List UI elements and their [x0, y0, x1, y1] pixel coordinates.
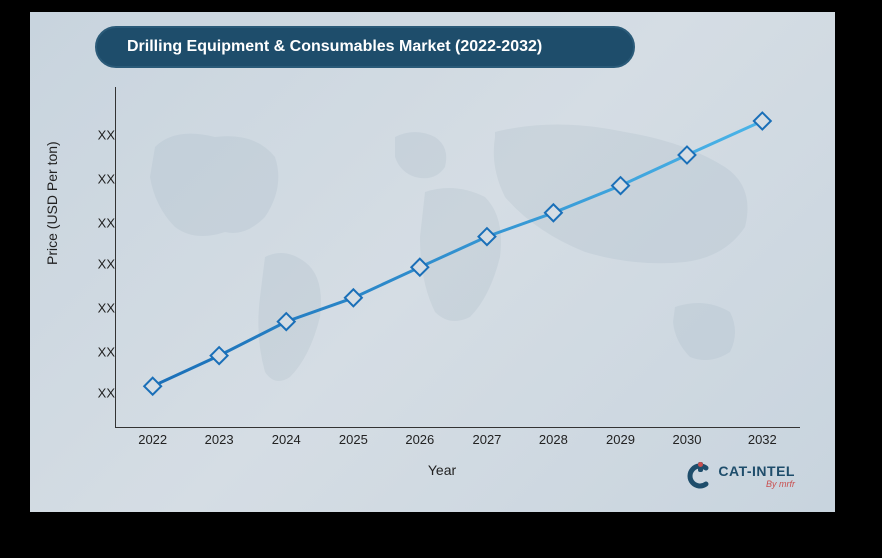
y-tick: XX	[98, 345, 115, 360]
y-tick: XX	[98, 386, 115, 401]
y-axis-label: Price (USD Per ton)	[44, 141, 60, 265]
y-tick: XX	[98, 171, 115, 186]
data-marker	[144, 378, 161, 395]
data-marker	[345, 289, 362, 306]
logo-text: CAT-INTEL By mrfr	[718, 463, 795, 489]
data-marker	[678, 147, 695, 164]
data-line	[153, 121, 763, 386]
logo-icon	[686, 462, 714, 490]
x-tick: 2029	[606, 432, 635, 447]
logo-sub-text: By mrfr	[718, 479, 795, 489]
x-tick: 2030	[673, 432, 702, 447]
chart-title-pill: Drilling Equipment & Consumables Market …	[95, 26, 635, 68]
y-tick: XX	[98, 216, 115, 231]
logo: CAT-INTEL By mrfr	[686, 462, 795, 490]
x-tick: 2027	[472, 432, 501, 447]
x-axis-label: Year	[428, 462, 456, 478]
y-tick: XX	[98, 301, 115, 316]
data-marker	[478, 228, 495, 245]
y-axis: XX XX XX XX XX XX XX	[82, 87, 115, 427]
data-marker	[411, 259, 428, 276]
data-marker	[211, 347, 228, 364]
data-marker	[612, 177, 629, 194]
x-tick: 2024	[272, 432, 301, 447]
x-axis-line	[115, 427, 800, 428]
x-tick: 2023	[205, 432, 234, 447]
data-marker	[545, 204, 562, 221]
y-tick: XX	[98, 127, 115, 142]
x-tick: 2032	[748, 432, 777, 447]
data-markers	[144, 113, 771, 395]
data-marker	[754, 113, 771, 130]
data-marker	[278, 313, 295, 330]
plot-area	[115, 87, 800, 427]
x-tick: 2025	[339, 432, 368, 447]
logo-main-text: CAT-INTEL	[718, 463, 795, 479]
chart-title-text: Drilling Equipment & Consumables Market …	[127, 38, 542, 56]
x-tick: 2026	[405, 432, 434, 447]
line-chart-svg	[115, 87, 800, 427]
x-tick: 2028	[539, 432, 568, 447]
chart-container: Drilling Equipment & Consumables Market …	[30, 12, 835, 512]
y-tick: XX	[98, 256, 115, 271]
x-tick: 2022	[138, 432, 167, 447]
x-axis: 2022 2023 2024 2025 2026 2027 2028 2029 2030 2032	[115, 432, 800, 452]
